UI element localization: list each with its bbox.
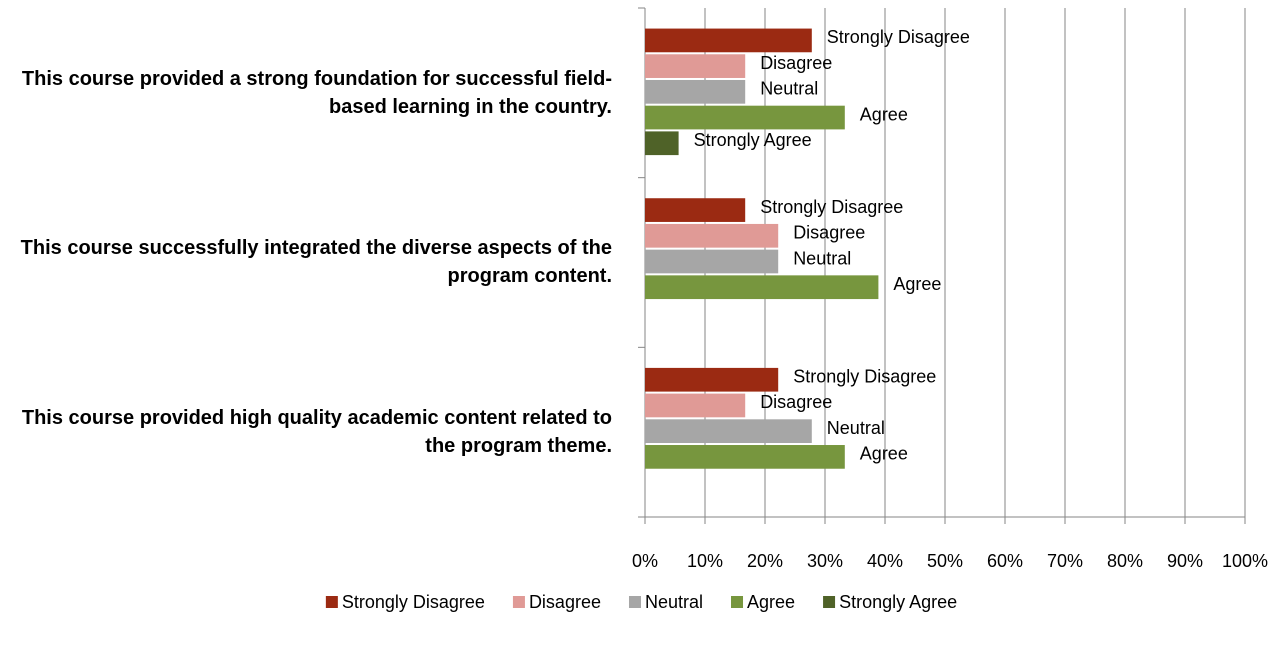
data-label: Neutral: [793, 248, 851, 268]
bar: [645, 249, 779, 274]
data-label: Neutral: [760, 79, 818, 99]
category-label: This course successfully integrated the …: [20, 237, 612, 288]
x-tick-label: 30%: [807, 551, 843, 571]
legend-label: Agree: [747, 592, 795, 612]
legend-swatch: [731, 596, 744, 608]
data-label: Agree: [860, 104, 908, 124]
bar: [645, 105, 845, 130]
legend-swatch: [325, 596, 338, 608]
data-label: Disagree: [760, 392, 832, 412]
bar: [645, 367, 779, 392]
category-label: This course provided high quality academ…: [21, 407, 612, 458]
x-tick-label: 10%: [687, 551, 723, 571]
legend-swatch: [628, 596, 641, 608]
x-tick-label: 20%: [747, 551, 783, 571]
bar: [645, 28, 812, 53]
legend-label: Strongly Agree: [839, 592, 957, 612]
x-tick-label: 50%: [927, 551, 963, 571]
data-label: Strongly Disagree: [827, 27, 970, 47]
data-label: Agree: [860, 444, 908, 464]
x-tick-label: 60%: [987, 551, 1023, 571]
x-tick-label: 100%: [1222, 551, 1268, 571]
bar: [645, 223, 779, 248]
x-tick-label: 80%: [1107, 551, 1143, 571]
legend-label: Neutral: [645, 592, 703, 612]
legend-swatch: [512, 596, 525, 608]
category-label: This course provided a strong foundation…: [21, 67, 612, 118]
legend-label: Strongly Disagree: [342, 592, 485, 612]
x-tick-label: 70%: [1047, 551, 1083, 571]
bar: [645, 445, 845, 469]
bar: [645, 419, 812, 444]
bar: [645, 131, 679, 156]
bar: [645, 79, 746, 104]
bar: [645, 54, 746, 78]
x-tick-label: 90%: [1167, 551, 1203, 571]
data-label: Strongly Disagree: [760, 197, 903, 217]
x-tick-label: 40%: [867, 551, 903, 571]
data-label: Disagree: [793, 223, 865, 243]
legend-swatch: [823, 596, 836, 608]
bar: [645, 393, 746, 418]
data-label: Agree: [893, 274, 941, 294]
x-tick-label: 0%: [632, 551, 658, 571]
data-label: Strongly Agree: [694, 130, 812, 150]
data-label: Strongly Disagree: [793, 367, 936, 387]
bar: [645, 275, 879, 300]
data-label: Disagree: [760, 53, 832, 73]
bar: [645, 198, 746, 222]
data-label: Neutral: [827, 418, 885, 438]
legend-label: Disagree: [529, 592, 601, 612]
